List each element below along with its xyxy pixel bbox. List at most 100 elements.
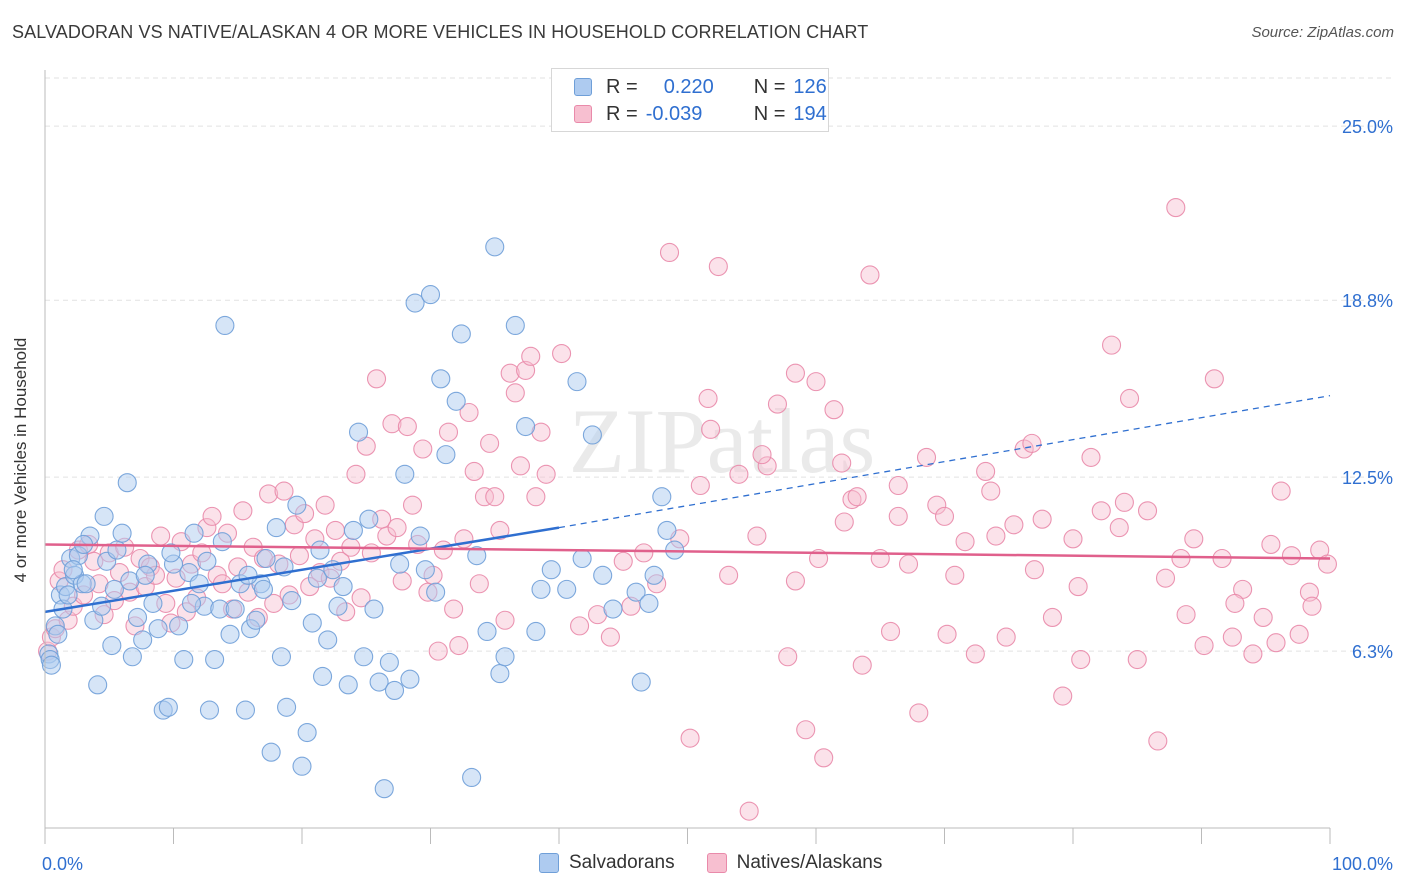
natives-alaskans-point (981, 481, 1001, 501)
salvadorans-point (526, 621, 546, 642)
natives-alaskans-point (289, 546, 309, 566)
natives-alaskans-point (729, 464, 749, 484)
natives-alaskans-point (1261, 534, 1281, 555)
natives-alaskans-point (1137, 501, 1158, 521)
r-label: R = (606, 75, 638, 98)
salvadorans-point (102, 635, 122, 656)
salvadorans-point (516, 416, 536, 437)
natives-alaskans-point (490, 520, 510, 540)
natives-alaskans-point (757, 456, 777, 476)
natives-alaskans-point (888, 506, 908, 526)
natives-alaskans-point (346, 464, 366, 484)
natives-alaskans-point (1004, 515, 1024, 535)
natives-alaskans-point (880, 621, 901, 642)
natives-alaskans-point (785, 571, 805, 591)
natives-alaskans-point (151, 526, 171, 546)
natives-alaskans-point (945, 565, 965, 585)
axes (44, 70, 1331, 844)
natives-alaskans-point (1194, 635, 1214, 656)
salvadorans-point (354, 647, 374, 667)
natives-alaskans-point (382, 414, 402, 434)
natives-alaskans-point (233, 501, 253, 521)
natives-alaskans-point (1053, 686, 1073, 706)
natives-alaskans-point (536, 464, 556, 484)
salvadorans-point (384, 680, 405, 700)
natives-alaskans-point (634, 543, 654, 563)
salvadorans-point (415, 560, 435, 580)
natives-alaskans-point (719, 565, 739, 585)
natives-alaskans-point (1032, 509, 1052, 529)
natives-alaskans-point (459, 402, 479, 423)
natives-alaskans-point (976, 461, 996, 482)
natives-alaskans-point (1042, 607, 1062, 627)
natives-alaskans-point (1225, 593, 1245, 613)
salvadorans-point (184, 523, 204, 543)
salvadorans-point (657, 520, 677, 540)
salvadorans-point (318, 630, 338, 650)
natives-swatch (574, 105, 592, 123)
natives-alaskans-point (1102, 335, 1122, 355)
salvadorans-point (148, 619, 168, 639)
natives-alaskans-point (1299, 582, 1319, 602)
r-value: -0.039 (645, 102, 703, 125)
salvadorans-point (400, 669, 420, 689)
natives-alaskans-point (847, 487, 867, 507)
salvadorans-swatch (574, 78, 592, 96)
salvadorans-point (310, 540, 330, 560)
salvadorans-point (374, 779, 394, 799)
salvadorans-point (133, 630, 153, 650)
salvadorans-point (644, 565, 664, 585)
n-value: 194 (793, 102, 827, 125)
natives-alaskans-point (934, 506, 955, 526)
natives-alaskans-point (1091, 501, 1111, 521)
salvadorans-point (174, 650, 194, 670)
salvadorans-point (631, 672, 651, 692)
natives-alaskans-point (824, 400, 844, 420)
n-label: N = (753, 75, 786, 98)
salvadorans-point (626, 582, 646, 602)
natives-alaskans-point (1155, 568, 1176, 588)
salvadorans-point (338, 675, 358, 695)
salvadorans-point (395, 464, 415, 484)
salvadorans-point (467, 546, 487, 566)
natives-alaskans-point (449, 635, 469, 656)
salvadorans-point (41, 655, 61, 675)
salvadorans-point (495, 647, 515, 667)
natives-alaskans-trend-line (44, 543, 1331, 560)
natives-alaskans-point (747, 526, 767, 546)
salvadorans-point (161, 543, 181, 563)
chart-title: SALVADORAN VS NATIVE/ALASKAN 4 OR MORE V… (12, 22, 869, 42)
salvadorans-point (431, 369, 451, 389)
natives-alaskans-point (1109, 518, 1129, 538)
natives-alaskans-point (986, 526, 1006, 546)
salvadorans-point (343, 520, 363, 540)
natives-alaskans-point (860, 265, 880, 285)
natives-alaskans-point (916, 447, 937, 467)
salvadorans-point (405, 293, 425, 313)
salvadorans-point (189, 574, 209, 594)
natives-alaskans-point (806, 372, 826, 392)
series-legend: Salvadorans Natives/Alaskans (539, 852, 914, 874)
salvadorans-point (420, 285, 441, 305)
legend-row-salvadorans: R = 0.220 N = 126 (574, 75, 827, 99)
natives-alaskans-point (1176, 605, 1196, 625)
natives-alaskans-point (351, 588, 371, 608)
natives-alaskans-point (888, 475, 908, 496)
salvadorans-point (490, 664, 510, 684)
salvadorans-point (572, 548, 592, 569)
natives-alaskans-point (397, 416, 417, 437)
salvadorans-point (462, 767, 482, 788)
natives-alaskans-point (315, 495, 335, 515)
natives-alaskans-point (1204, 369, 1224, 389)
natives-alaskans-point (366, 369, 387, 389)
salvadorans-point (477, 621, 497, 642)
natives-alaskans-point (996, 627, 1016, 647)
salvadorans-point (112, 523, 132, 543)
natives-alaskans-point (469, 574, 489, 594)
salvadorans-point (652, 487, 672, 507)
y-tick-label: 18.8% (1342, 291, 1393, 311)
natives-alaskans-point (570, 616, 590, 636)
salvadorans-point (557, 579, 577, 599)
salvadorans-point (271, 647, 291, 667)
